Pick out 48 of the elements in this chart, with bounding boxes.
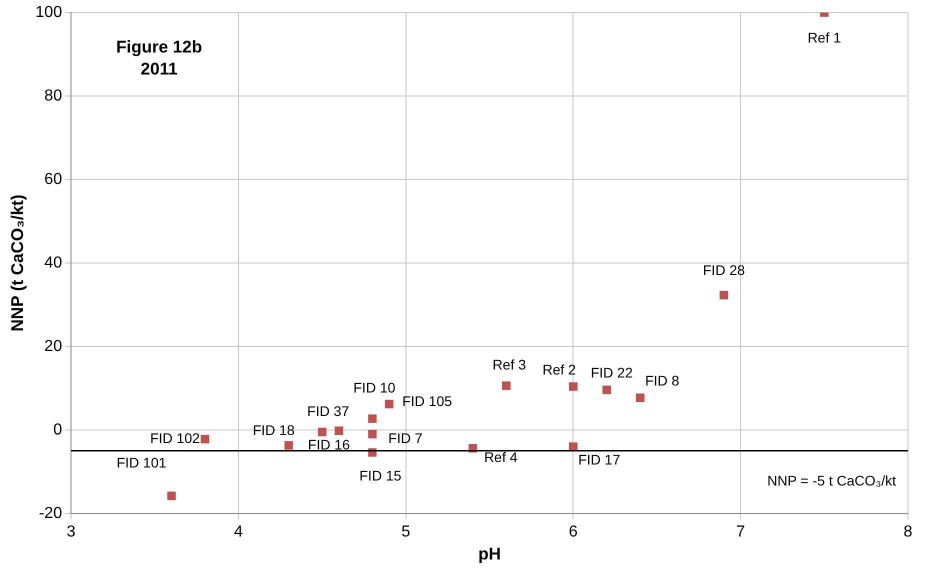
- x-axis-title: pH: [478, 544, 501, 564]
- annotation: FID 28: [702, 262, 746, 278]
- x-tick-label: 7: [736, 523, 746, 540]
- x-tick-label: 8: [904, 523, 913, 540]
- point: [334, 426, 344, 436]
- annotation: FID 37: [307, 402, 350, 419]
- x-tick-label: 5: [401, 523, 410, 540]
- annotation: FID 18: [252, 422, 295, 438]
- y-tick-label: 100: [35, 4, 62, 22]
- annotation: FID 7: [388, 430, 423, 446]
- ref-line-label: NNP = -5 t CaCO₃/kt: [767, 472, 896, 489]
- x-tick-label: 3: [66, 523, 76, 540]
- y-tick-label: 20: [44, 338, 62, 355]
- x-tick-label: 4: [234, 523, 244, 540]
- annotation: FID 17: [578, 451, 620, 468]
- annotation: Ref 4: [484, 449, 518, 466]
- x-tick-label: 6: [568, 523, 578, 540]
- y-tick-label: 40: [44, 254, 62, 272]
- y-axis-title: NNP (t CaCO₃/kt): [8, 194, 27, 332]
- point: [502, 381, 511, 390]
- annotation: Ref 3: [492, 356, 526, 373]
- point: [284, 441, 293, 450]
- annotation: Ref 1: [808, 29, 842, 46]
- annotation: FID 15: [359, 467, 402, 484]
- annotation: Ref 2: [542, 361, 576, 378]
- point: [636, 394, 644, 402]
- annotation: FID 10: [353, 380, 396, 396]
- point: [720, 290, 728, 300]
- annotation: FID 101: [116, 454, 167, 471]
- annotation: FID 22: [590, 364, 633, 381]
- y-tick-label: 0: [53, 421, 62, 438]
- y-tick-label: -20: [38, 504, 62, 522]
- point: [167, 492, 176, 500]
- annotation: Figure 12b: [116, 37, 202, 56]
- y-tick-label: 60: [44, 170, 62, 188]
- point: [368, 430, 377, 438]
- point: [384, 400, 394, 408]
- point: [318, 428, 326, 436]
- annotation: FID 105: [402, 392, 452, 409]
- annotation: FID 102: [150, 430, 200, 446]
- annotation: FID 8: [645, 372, 680, 389]
- annotation: 2011: [140, 59, 178, 78]
- annotation: FID 16: [308, 436, 350, 453]
- point: [568, 382, 578, 391]
- y-tick-label: 80: [44, 87, 62, 104]
- point: [602, 386, 611, 394]
- point: [200, 434, 210, 444]
- point: [368, 414, 377, 423]
